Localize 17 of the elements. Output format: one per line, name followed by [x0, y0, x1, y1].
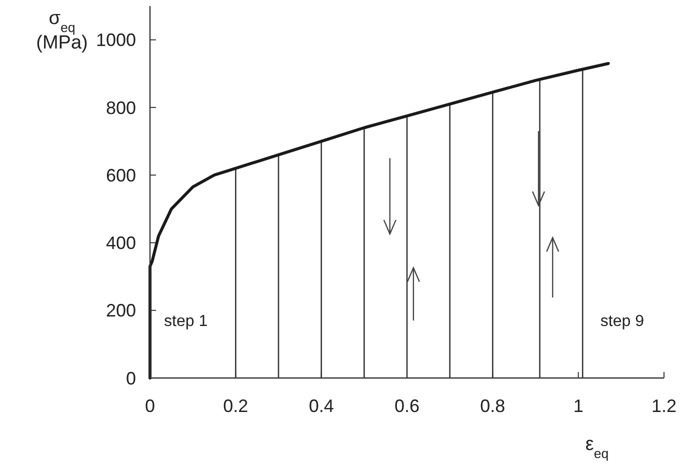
x-tick-label: 1: [573, 396, 584, 416]
annotation: step 1: [164, 313, 208, 330]
x-tick-label: 0: [144, 396, 156, 416]
x-tick-label: 1.2: [651, 396, 677, 416]
y-tick-label: 200: [106, 300, 136, 321]
annotation: step 9: [600, 313, 644, 330]
x-tick-label: 0.2: [223, 396, 248, 416]
y-tick-label: 800: [106, 98, 136, 118]
x-tick-label: 0.4: [308, 396, 334, 416]
y-tick-label: 1000: [96, 30, 136, 50]
y-tick-label: 400: [106, 233, 136, 254]
x-tick-label: 0.8: [480, 396, 506, 416]
x-axis-title: ε$_{eq}$: [585, 434, 609, 460]
x-tick-label: 0.6: [394, 396, 420, 416]
y-tick-label: 0: [126, 368, 136, 388]
y-tick-label: 600: [106, 165, 136, 186]
y-axis-title: σ$_{eq}$ (MPa): [36, 8, 88, 54]
